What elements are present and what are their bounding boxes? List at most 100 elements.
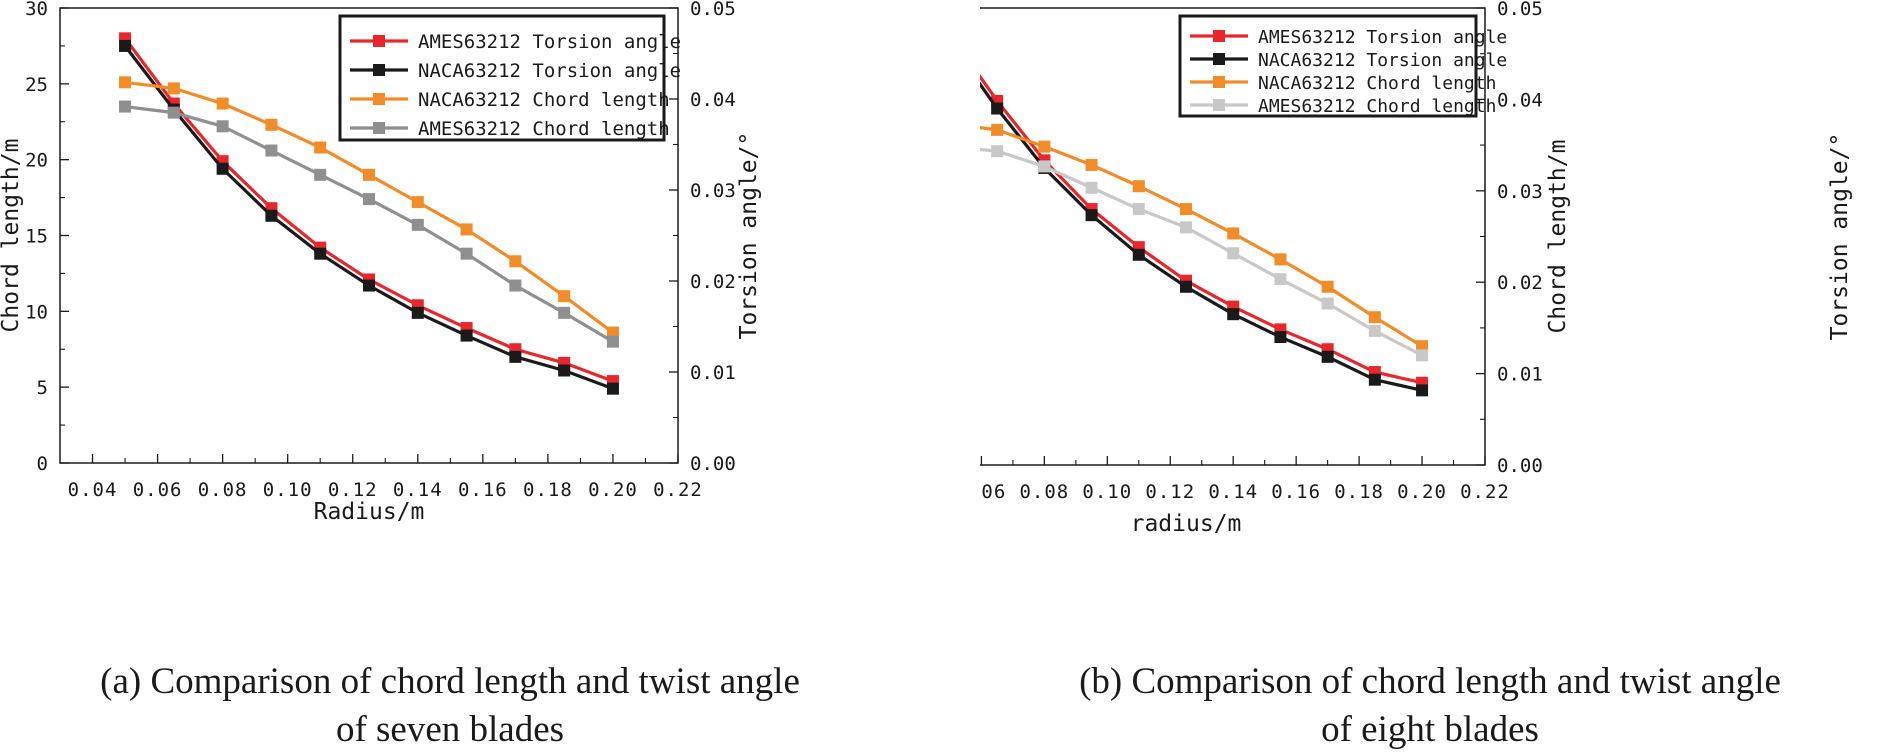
- series-2-point: [1227, 308, 1240, 321]
- left-axis-label: Torsion angle/°: [1827, 133, 1853, 341]
- series-2-point: [1321, 350, 1334, 363]
- series-4-point: [1227, 247, 1240, 260]
- legend-marker-2: [373, 64, 385, 76]
- series-4-point: [509, 279, 522, 292]
- series-4-point: [1085, 181, 1098, 194]
- left-tick-label: 30: [25, 0, 48, 20]
- x-tick-label: 0.08: [198, 479, 248, 501]
- series-4-point: [1038, 160, 1051, 173]
- series-2-point: [1085, 209, 1098, 222]
- series-4-point: [119, 100, 132, 113]
- series-3-point: [119, 76, 132, 89]
- series-2-point: [314, 247, 327, 260]
- x-tick-label: 0.22: [1460, 481, 1510, 503]
- x-tick-label: 0.20: [1397, 481, 1447, 503]
- x-tick-label: 0.06: [133, 479, 183, 501]
- right-tick-label: 0.03: [1497, 181, 1543, 203]
- left-tick-label: 20: [25, 150, 48, 172]
- legend-label-1: AMES63212 Torsion angle: [418, 31, 681, 53]
- series-4-point: [216, 120, 229, 133]
- series-2-point: [460, 329, 473, 342]
- series-4-point: [1416, 349, 1429, 362]
- right-tick-label: 0.00: [1497, 455, 1543, 477]
- caption-a-line-2: of seven blades: [335, 709, 565, 750]
- series-4-point: [167, 106, 180, 119]
- legend-marker-1: [373, 35, 385, 47]
- right-tick-label: 0.04: [1497, 89, 1543, 111]
- series-2-point: [265, 209, 278, 222]
- legend-label-3: NACA63212 Chord length: [1258, 73, 1496, 94]
- right-axis-label: Torsion angle/°: [736, 132, 762, 340]
- series-3-point: [216, 97, 229, 110]
- series-3-point: [1180, 203, 1192, 216]
- caption-b-line-1: (b) Comparison of chord length and twist…: [1079, 661, 1781, 702]
- left-tick-label: 15: [25, 226, 48, 248]
- legend-marker-2: [1213, 53, 1225, 65]
- series-2-point: [1416, 384, 1429, 397]
- left-tick-label: 10: [25, 301, 48, 323]
- series-4-point: [265, 144, 278, 157]
- series-4-point: [1132, 203, 1145, 216]
- x-axis-label: Radius/m: [314, 499, 425, 525]
- legend-box: [1178, 14, 1478, 118]
- right-axis-label: Chord length/m: [1545, 140, 1571, 334]
- legend-label-2: NACA63212 Torsion angle: [1258, 50, 1507, 71]
- series-4-point: [460, 247, 473, 260]
- series-3-point: [1321, 280, 1334, 293]
- series-3-point: [991, 123, 1004, 136]
- x-axis-label: radius/m: [1131, 511, 1242, 537]
- series-3-point: [363, 168, 375, 181]
- series-2-point: [1274, 331, 1287, 344]
- left-axis-label: Chord length/m: [0, 139, 24, 333]
- chart-panel-b: 0510152025300.000.010.020.030.040.050.04…: [852, 0, 1900, 654]
- legend-marker-4: [1213, 99, 1225, 111]
- series-3-point: [167, 82, 180, 95]
- series-2-point: [119, 39, 132, 52]
- right-tick-label: 0.01: [1497, 364, 1543, 386]
- left-tick-label: 0: [37, 453, 48, 475]
- legend-label-4: AMES63212 Chord length: [1258, 96, 1496, 117]
- series-3-point: [1416, 340, 1429, 353]
- right-tick-label: 0.01: [690, 362, 736, 384]
- series-4-point: [1274, 273, 1287, 286]
- chart-panel-a: 0 5 10 15 20 25 30 0.00 0.01 0.02 0.03 0.04 0.05 0.04…: [0, 0, 900, 654]
- right-tick-label: 0.05: [1497, 0, 1543, 20]
- series-3-point: [1085, 158, 1098, 171]
- series-3-point: [1038, 140, 1051, 153]
- right-tick-label: 0.03: [690, 180, 736, 202]
- caption-a-line-1: (a) Comparison of chord length and twist…: [100, 661, 800, 702]
- legend-label-1: AMES63212 Torsion angle: [1258, 27, 1507, 48]
- series-3-point: [606, 326, 619, 339]
- right-tick-label: 0.05: [690, 0, 736, 20]
- series-4-point: [363, 193, 375, 206]
- legend-label-2: NACA63212 Torsion angle: [418, 60, 681, 82]
- legend-box: [338, 14, 666, 142]
- legend-label-4: AMES63212 Chord length: [418, 118, 670, 140]
- series-3-point: [558, 290, 571, 303]
- chart-b: 0510152025300.000.010.020.030.040.050.04…: [852, 0, 1853, 537]
- x-tick-label: 0.14: [1208, 481, 1258, 503]
- series-4-point: [1368, 324, 1381, 337]
- x-tick-label: 0.20: [588, 479, 638, 501]
- caption-b-line-2: of eight blades: [1321, 709, 1539, 750]
- caption-a: (a) Comparison of chord length and twist…: [0, 658, 900, 754]
- x-tick-label: 0.08: [1019, 481, 1069, 503]
- x-tick-label: 0.12: [1145, 481, 1195, 503]
- series-2-point: [1368, 373, 1381, 386]
- series-3-point: [1274, 253, 1287, 266]
- series-2-point: [411, 306, 424, 319]
- legend-marker-4: [373, 122, 385, 134]
- x-tick-label: 0.16: [458, 479, 508, 501]
- x-tick-label: 0.22: [653, 479, 703, 501]
- left-tick-label: 5: [37, 377, 48, 399]
- x-tick-label: 0.16: [1271, 481, 1321, 503]
- series-2-point: [1180, 280, 1192, 293]
- series-3-point: [1368, 311, 1381, 324]
- x-tick-label: 0.10: [263, 479, 313, 501]
- series-3-point: [460, 223, 473, 236]
- series-4-point: [1180, 221, 1192, 234]
- chart-a: 0 5 10 15 20 25 30 0.00 0.01 0.02 0.03 0.04 0.05 0.04…: [0, 0, 762, 525]
- series-4-point: [411, 218, 424, 231]
- series-line-4: [949, 145, 1423, 357]
- series-4-point: [606, 335, 619, 348]
